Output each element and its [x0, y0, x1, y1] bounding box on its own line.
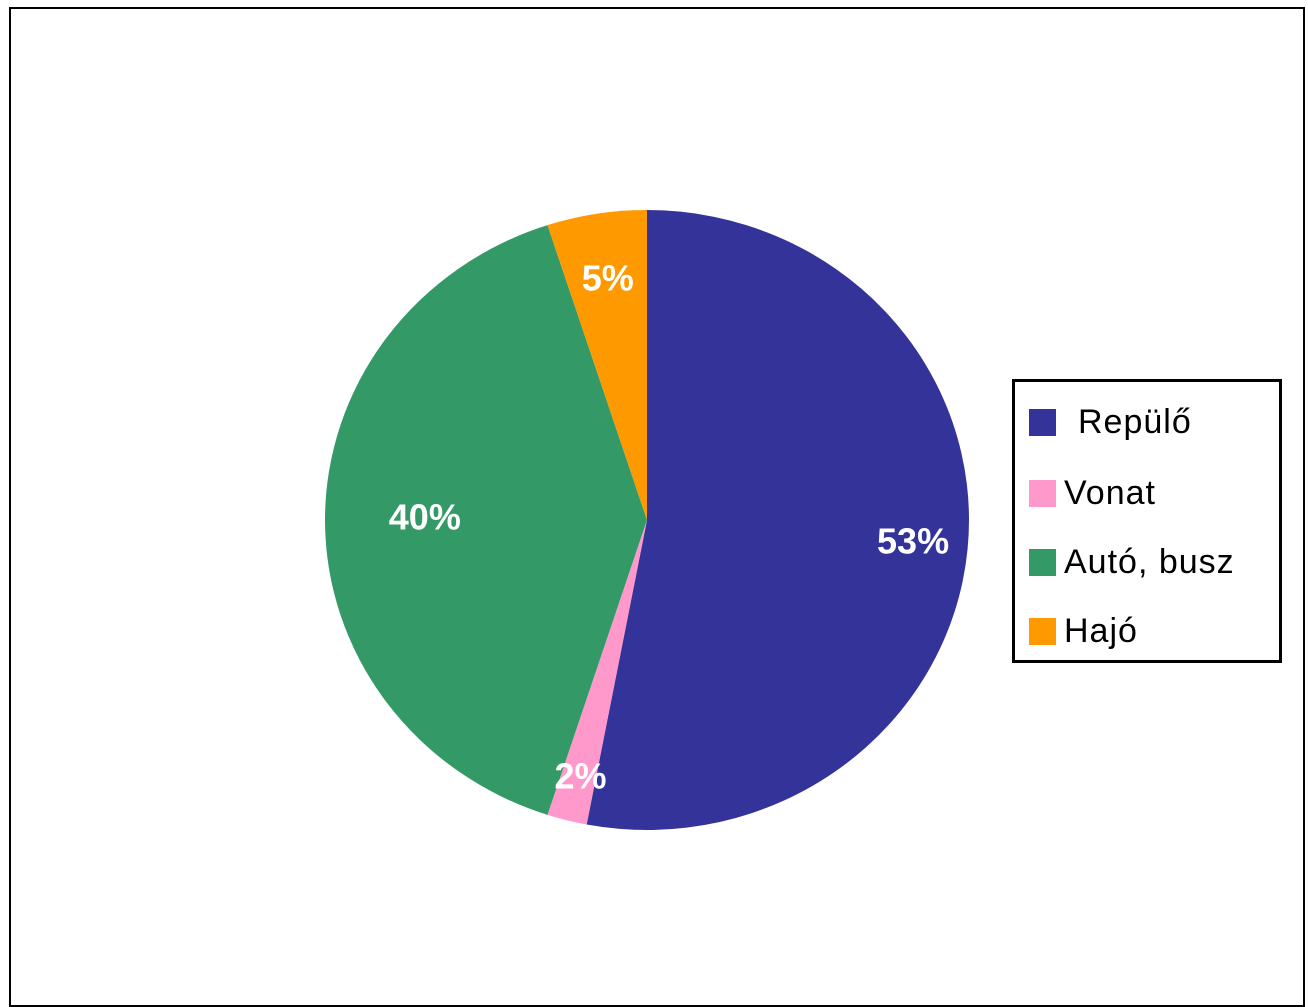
legend-label: Autó, busz: [1064, 542, 1235, 581]
legend-item-hajo: Hajó: [1029, 611, 1138, 651]
slice-label-3: 5%: [582, 258, 634, 299]
pie-labels: 53% 2% 40% 5%: [389, 258, 949, 797]
slice-label-1: 2%: [555, 756, 607, 797]
legend: Repülő Vonat Autó, busz Hajó: [1012, 379, 1282, 663]
pie-slice-0: [586, 210, 970, 830]
legend-label: Hajó: [1064, 611, 1138, 650]
legend-item-auto-busz: Autó, busz: [1029, 542, 1235, 582]
legend-item-repulo: Repülő: [1029, 402, 1192, 442]
legend-label: Vonat: [1064, 473, 1156, 512]
slice-label-0: 53%: [877, 521, 949, 562]
slice-label-2: 40%: [389, 497, 461, 538]
legend-swatch: [1029, 479, 1056, 507]
legend-item-vonat: Vonat: [1029, 473, 1156, 513]
pie-slice-3: [547, 210, 647, 520]
legend-swatch: [1029, 408, 1056, 436]
pie-slice-1: [547, 520, 647, 825]
legend-label: Repülő: [1078, 402, 1192, 441]
pie-slices: [324, 210, 970, 830]
legend-swatch: [1029, 548, 1056, 576]
legend-swatch: [1029, 617, 1056, 645]
pie-slice-2: [324, 225, 647, 815]
